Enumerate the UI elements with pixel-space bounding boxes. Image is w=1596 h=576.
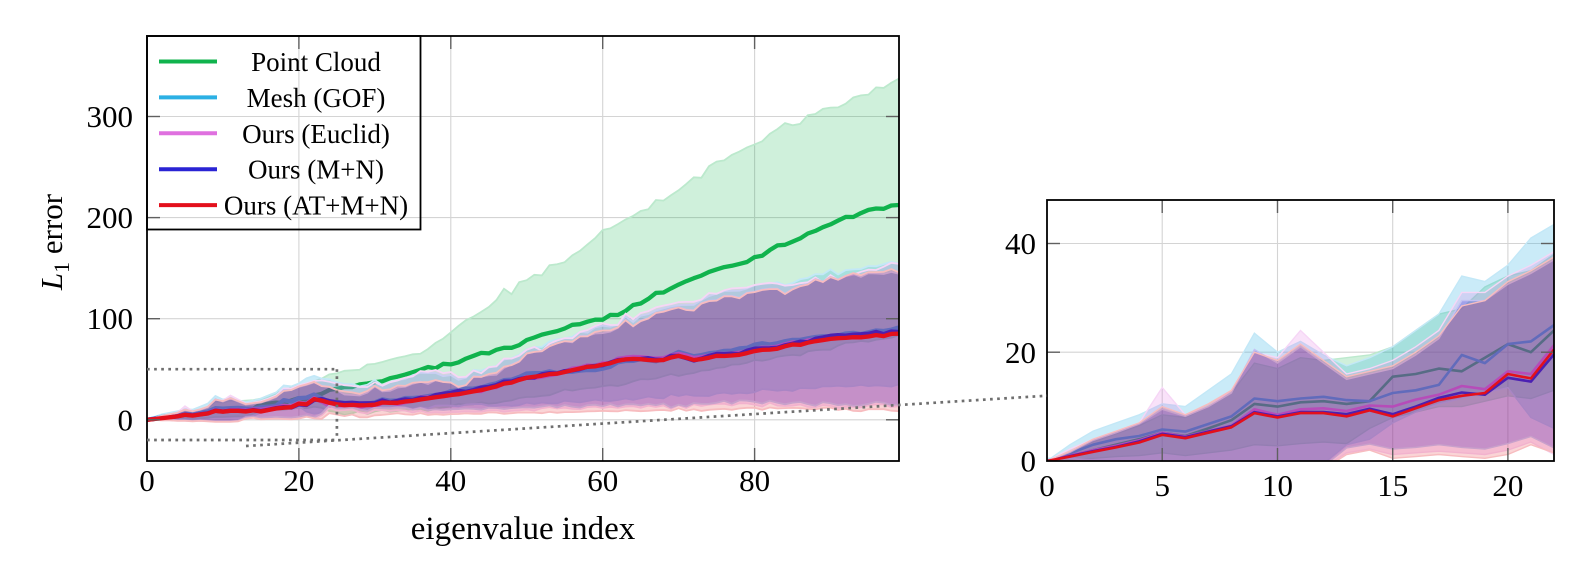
- svg-text:80: 80: [739, 463, 770, 498]
- svg-text:0: 0: [139, 463, 155, 498]
- svg-text:0: 0: [1021, 444, 1037, 479]
- svg-text:20: 20: [1492, 468, 1523, 503]
- svg-text:eigenvalue index: eigenvalue index: [411, 511, 636, 547]
- svg-text:Ours (AT+M+N): Ours (AT+M+N): [224, 191, 408, 221]
- svg-text:15: 15: [1377, 468, 1408, 503]
- svg-text:Point Cloud: Point Cloud: [251, 47, 381, 77]
- svg-text:0: 0: [118, 402, 134, 437]
- svg-text:Ours (M+N): Ours (M+N): [248, 155, 384, 185]
- svg-text:L1 error: L1 error: [34, 193, 74, 291]
- svg-text:5: 5: [1154, 468, 1170, 503]
- svg-text:20: 20: [1005, 335, 1036, 370]
- svg-text:40: 40: [435, 463, 466, 498]
- svg-text:300: 300: [87, 99, 134, 134]
- svg-text:20: 20: [283, 463, 314, 498]
- svg-text:200: 200: [87, 200, 134, 235]
- svg-text:0: 0: [1039, 468, 1055, 503]
- svg-text:60: 60: [587, 463, 618, 498]
- svg-text:10: 10: [1262, 468, 1293, 503]
- svg-text:Ours (Euclid): Ours (Euclid): [242, 119, 390, 149]
- svg-text:100: 100: [87, 301, 134, 336]
- svg-text:40: 40: [1005, 226, 1036, 261]
- svg-text:Mesh (GOF): Mesh (GOF): [247, 83, 386, 113]
